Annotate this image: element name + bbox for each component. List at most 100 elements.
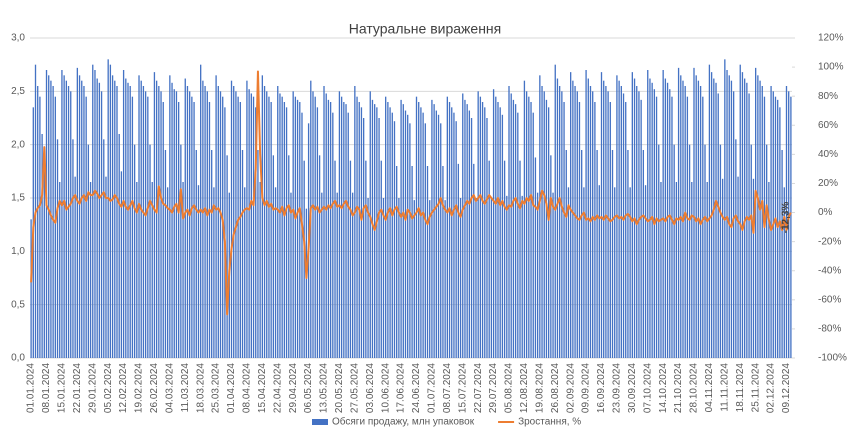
bar: [435, 110, 437, 359]
bar: [704, 144, 706, 358]
bar: [440, 123, 442, 358]
x-tick-label: 28.10.2024: [689, 363, 700, 413]
bar: [691, 182, 693, 358]
bar: [519, 160, 521, 358]
bar: [301, 112, 303, 359]
x-tick-label: 02.09.2024: [565, 363, 576, 413]
bar: [290, 192, 292, 358]
bar: [175, 91, 178, 358]
bar: [752, 178, 755, 358]
bar: [380, 160, 382, 358]
bar: [418, 102, 420, 358]
bar: [671, 96, 673, 359]
bar: [558, 86, 561, 358]
bar: [103, 139, 105, 358]
y2-tick-label: 120%: [818, 33, 844, 44]
bar: [195, 150, 197, 358]
bar: [532, 112, 534, 359]
bar: [147, 96, 149, 359]
bar: [413, 200, 415, 358]
bar: [318, 155, 321, 358]
bar: [741, 72, 744, 358]
bar: [774, 96, 777, 359]
x-tick-label: 11.03.2024: [180, 363, 191, 413]
bar: [655, 96, 658, 359]
bar: [658, 144, 660, 358]
bar: [448, 102, 451, 358]
bar: [294, 96, 297, 359]
bar: [647, 70, 649, 358]
bar: [565, 150, 567, 358]
x-tick-label: 27.05.2024: [349, 363, 360, 413]
bar: [576, 91, 578, 358]
bar: [127, 82, 129, 359]
bar: [713, 78, 715, 359]
x-tick-label: 17.06.2024: [396, 363, 407, 413]
bar: [746, 82, 748, 359]
bar: [107, 59, 109, 358]
bar: [237, 96, 239, 359]
bar: [607, 91, 609, 358]
bar: [184, 78, 186, 359]
bar: [779, 107, 781, 358]
bar: [468, 110, 471, 359]
bar: [583, 187, 585, 358]
bar: [431, 99, 433, 358]
bar: [466, 104, 468, 358]
bar: [257, 150, 259, 358]
y-tick-label: 0,5: [11, 299, 25, 310]
bar: [85, 96, 87, 359]
bar: [114, 80, 116, 359]
bar: [503, 160, 506, 358]
bar: [81, 80, 83, 359]
bar: [292, 91, 294, 358]
bar: [662, 70, 664, 358]
bar: [173, 89, 175, 358]
x-tick-label: 26.08.2024: [550, 363, 561, 413]
bar: [492, 89, 495, 358]
bar: [109, 64, 112, 359]
bar: [459, 198, 462, 358]
bar: [277, 86, 279, 358]
y2-tick-label: -60%: [818, 294, 841, 305]
bar: [499, 107, 501, 358]
bar: [354, 86, 356, 358]
bar: [233, 86, 235, 358]
bar: [329, 102, 332, 358]
y2-tick-label: -100%: [818, 353, 847, 364]
bar: [65, 80, 67, 359]
bar: [594, 102, 596, 358]
x-tick-label: 08.04.2024: [242, 363, 253, 413]
bar: [426, 166, 429, 358]
bar: [477, 91, 479, 358]
bar: [614, 187, 616, 358]
bar: [191, 96, 193, 359]
bar: [334, 160, 336, 358]
line: [30, 70, 792, 316]
x-tick-label: 02.12.2024: [766, 363, 777, 413]
bar: [389, 107, 391, 358]
x-tick-label: 08.07.2024: [442, 363, 453, 413]
bar: [369, 91, 371, 358]
bar: [206, 91, 208, 358]
bar: [362, 118, 365, 358]
bar: [268, 96, 270, 359]
bar: [261, 75, 264, 358]
bar: [98, 82, 101, 359]
bar: [640, 99, 642, 358]
x-tick-label: 05.02.2024: [103, 363, 114, 413]
bar: [208, 102, 211, 358]
y2-tick-label: -40%: [818, 265, 841, 276]
bar: [761, 86, 763, 358]
bar: [510, 93, 512, 358]
x-tick-label: 26.02.2024: [149, 363, 160, 413]
legend-label: Зростання, %: [518, 417, 581, 428]
bar: [39, 96, 41, 359]
bar: [74, 176, 76, 358]
bar: [87, 144, 90, 358]
bar: [600, 72, 603, 358]
bar: [182, 182, 184, 358]
bar: [202, 80, 204, 359]
x-tick-label: 06.05.2024: [303, 363, 314, 413]
bar: [464, 99, 466, 358]
